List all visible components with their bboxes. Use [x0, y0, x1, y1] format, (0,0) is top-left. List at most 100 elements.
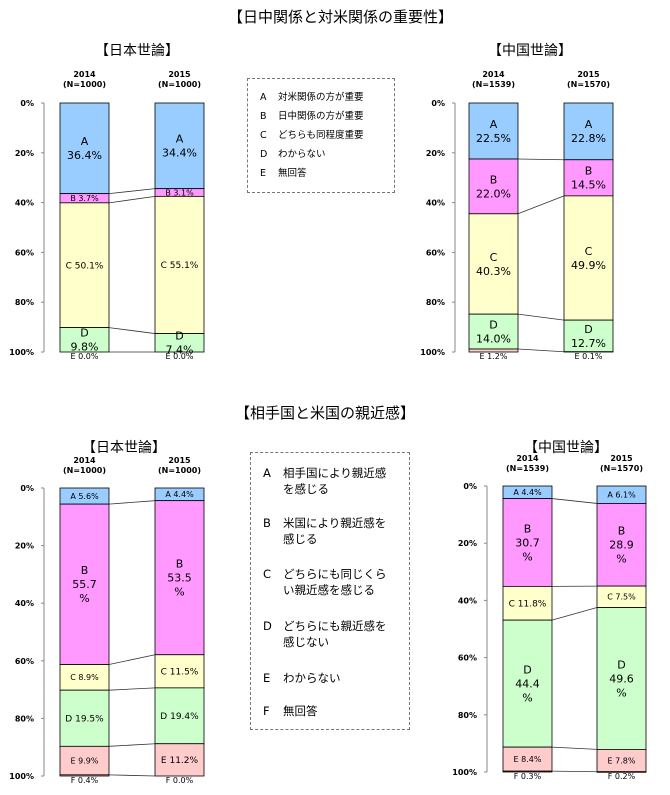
y-tick-label: 40% [15, 599, 34, 608]
y-tick-label: 60% [15, 657, 34, 666]
data-label-line: D [489, 318, 497, 331]
data-label: B 30.7% [515, 522, 540, 563]
legend-key: E [260, 168, 267, 179]
connector-line [108, 654, 156, 665]
category-note: (N=1570) [567, 80, 610, 89]
data-label: E 0.0% [166, 352, 194, 361]
data-label-line: B [490, 173, 498, 186]
data-label: B 14.5% [571, 165, 606, 192]
legend-affinity: A 相手国により親近感 を感じる B 米国により親近感を 感じる C どちらにも同じく… [250, 452, 410, 730]
data-label-line: C 11.8% [509, 599, 547, 609]
bar-segment-D [154, 687, 205, 745]
data-label: C 55.1% [161, 261, 199, 271]
data-label-line: E 0.0% [71, 352, 99, 361]
y-tick-label: 0% [463, 482, 477, 491]
data-label: B 53.5% [167, 558, 192, 599]
data-label-line: A 5.6% [70, 492, 99, 501]
data-label: E 0.0% [71, 352, 99, 361]
bar-segment-F [596, 771, 647, 773]
bar-segment-D [59, 327, 110, 353]
legend-item: B 日中関係の方が重要 [260, 110, 388, 123]
bar-segment-C [154, 654, 205, 689]
data-label: A 5.6% [70, 492, 99, 501]
data-label-line: 44.4 [515, 677, 540, 690]
category-label: 2014 [482, 70, 505, 79]
data-label: A 6.1% [607, 491, 636, 500]
data-label-line: C 7.5% [607, 593, 636, 602]
data-label-line: C [585, 245, 593, 258]
y-tick-label: 80% [15, 714, 34, 723]
data-label: C 50.1% [66, 261, 104, 271]
data-label-line: E 0.1% [575, 352, 603, 361]
data-label: F 0.0% [166, 776, 194, 785]
data-label: A 4.4% [513, 488, 542, 497]
bar-segment-C [59, 664, 110, 691]
data-label-line: F 0.2% [608, 772, 636, 781]
bar-segment-B [468, 158, 519, 215]
category-label: 2015 [168, 70, 191, 79]
connector-line [551, 746, 598, 750]
category-note: (N=1000) [63, 466, 106, 475]
y-tick-label: 40% [426, 199, 445, 208]
data-label-line: % [522, 691, 532, 704]
legend-item: C どちらも同程度重要 [260, 129, 388, 142]
data-label: F 0.4% [71, 776, 99, 785]
chart4-title: 【中国世論】 [524, 440, 608, 456]
data-label: B 22.0% [476, 173, 511, 200]
data-label: D 19.5% [65, 714, 104, 724]
y-tick-label: 0% [20, 99, 34, 108]
data-label-line: % [616, 553, 626, 566]
data-label-line: E 7.8% [608, 756, 636, 765]
data-label-line: B [618, 525, 626, 538]
legend-key: B [263, 516, 271, 530]
connector-line [551, 607, 598, 621]
data-label-line: A 6.1% [607, 491, 636, 500]
data-label-line: A 4.4% [165, 490, 194, 499]
y-tick-label: 60% [15, 248, 34, 257]
y-tick-label: 40% [15, 199, 34, 208]
legend-item: E 無回答 [260, 167, 388, 180]
bar-segment-D [596, 607, 647, 750]
legend-text: わからない [283, 671, 341, 685]
data-label: A 22.8% [571, 118, 606, 145]
bar-segment-A [468, 102, 519, 160]
y-tick-label: 60% [426, 248, 445, 257]
data-label-line: 22.5% [476, 132, 511, 145]
legend-key: A [263, 466, 271, 480]
category-label: 2015 [577, 70, 600, 79]
data-label: D 7.4% [166, 330, 194, 357]
legend-key: F [263, 704, 270, 718]
data-label-line: 53.5 [167, 572, 192, 585]
data-label-line: A [176, 133, 184, 146]
connector-line [108, 327, 156, 334]
connector-line [108, 188, 156, 195]
legend-item: B 米国により親近感を 感じる [263, 515, 403, 547]
legend-key: D [263, 619, 272, 633]
data-label: B 55.7% [72, 564, 97, 605]
chart2-title: 【中国世論】 [488, 43, 572, 59]
y-tick-label: 80% [458, 711, 477, 720]
data-label-line: B [524, 522, 532, 535]
y-tick-label: 80% [426, 298, 445, 307]
data-label-line: C 50.1% [66, 261, 104, 271]
data-label-line: F 0.3% [514, 772, 542, 781]
data-label-line: 9.8% [71, 341, 99, 354]
data-label: B 28.9% [609, 525, 634, 566]
legend-key: D [260, 149, 268, 160]
bar-segment-F [502, 770, 553, 773]
data-label-line: E 1.2% [480, 352, 508, 361]
data-label: A 34.4% [162, 133, 197, 160]
category-label: 2015 [168, 456, 191, 465]
y-tick-label: 0% [431, 99, 445, 108]
legend-key: C [260, 130, 267, 141]
bar-segment-D [563, 319, 614, 353]
category-note: (N=1000) [63, 80, 106, 89]
connector-line [517, 195, 565, 215]
legend-item: F 無回答 [263, 703, 403, 719]
bar-segment-B [502, 498, 553, 587]
data-label-line: A [81, 135, 89, 148]
category-label: 2014 [73, 456, 96, 465]
data-label-line: 34.4% [162, 147, 197, 160]
y-tick-label: 100% [452, 768, 477, 777]
